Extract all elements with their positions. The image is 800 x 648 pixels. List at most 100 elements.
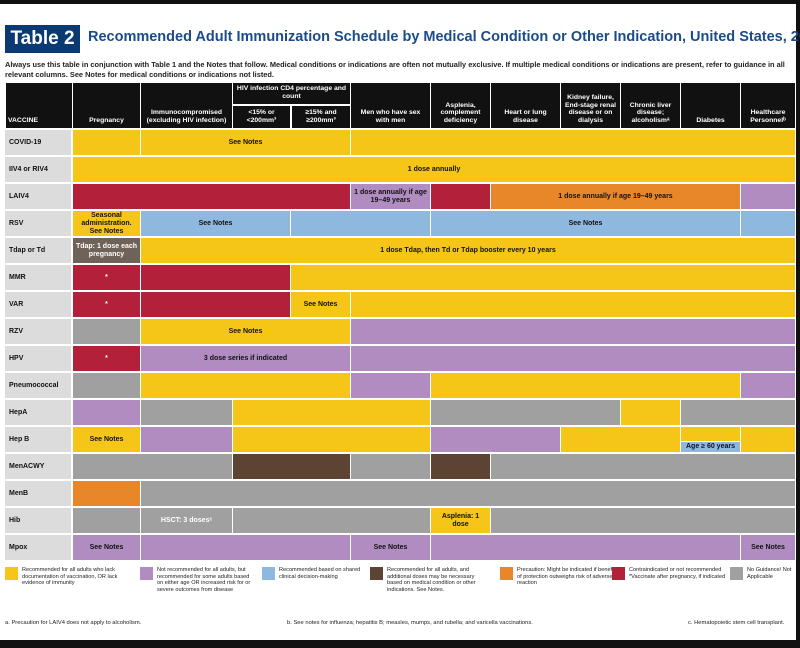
legend-swatch bbox=[5, 567, 18, 580]
column-header: VACCINE bbox=[6, 83, 72, 128]
vaccine-label: RZV bbox=[5, 319, 71, 344]
legend-text: Recommended for all adults who lack docu… bbox=[22, 567, 118, 587]
table-badge: Table 2 bbox=[5, 25, 80, 53]
frame-right bbox=[796, 0, 800, 648]
schedule-cell bbox=[741, 373, 795, 398]
schedule-cell bbox=[141, 427, 232, 452]
legend-text: No Guidance/ Not Applicable bbox=[747, 567, 792, 580]
vaccine-label: LAIV4 bbox=[5, 184, 71, 209]
schedule-cell bbox=[431, 454, 490, 479]
frame-top bbox=[0, 0, 800, 4]
schedule-cell: * bbox=[73, 265, 140, 290]
schedule-cell bbox=[73, 319, 140, 344]
legend-swatch bbox=[500, 567, 513, 580]
schedule-cell bbox=[73, 508, 140, 533]
column-header: <15% or <200mm³ bbox=[233, 106, 290, 128]
schedule-cell: See Notes bbox=[73, 427, 140, 452]
schedule-cell bbox=[621, 400, 680, 425]
schedule-cell: 1 dose Tdap, then Td or Tdap booster eve… bbox=[141, 238, 795, 263]
schedule-cell bbox=[291, 265, 795, 290]
schedule-cell: * bbox=[73, 346, 140, 371]
schedule-cell: See Notes bbox=[141, 130, 350, 155]
vaccine-label: RSV bbox=[5, 211, 71, 236]
vaccine-label: Tdap or Td bbox=[5, 238, 71, 263]
schedule-cell bbox=[681, 400, 795, 425]
schedule-cell: See Notes bbox=[291, 292, 350, 317]
schedule-cell: See Notes bbox=[141, 211, 290, 236]
schedule-cell bbox=[431, 535, 740, 560]
schedule-cell bbox=[561, 427, 680, 452]
legend-swatch bbox=[262, 567, 275, 580]
schedule-cell bbox=[73, 130, 140, 155]
schedule-cell bbox=[141, 373, 350, 398]
schedule-cell bbox=[351, 373, 430, 398]
column-header: Chronic liver disease; alcoholismᵃ bbox=[621, 83, 680, 128]
vaccine-label: HPV bbox=[5, 346, 71, 371]
vaccine-label: MMR bbox=[5, 265, 71, 290]
footnote: a. Precaution for LAIV4 does not apply t… bbox=[5, 620, 142, 626]
schedule-cell bbox=[233, 508, 430, 533]
column-header: Pregnancy bbox=[73, 83, 140, 128]
legend-swatch bbox=[140, 567, 153, 580]
schedule-cell bbox=[431, 184, 490, 209]
footnote: b. See notes for influenza; hepatitis B;… bbox=[287, 620, 533, 626]
legend-text: Precaution: Might be indicated if benefi… bbox=[517, 567, 615, 587]
vaccine-label: Pneumococcal bbox=[5, 373, 71, 398]
schedule-cell: See Notes bbox=[431, 211, 740, 236]
schedule-cell bbox=[73, 184, 350, 209]
vaccine-label: Hep B bbox=[5, 427, 71, 452]
column-header: Asplenia, complement deficiency bbox=[431, 83, 490, 128]
schedule-cell bbox=[233, 427, 430, 452]
schedule-cell bbox=[233, 400, 430, 425]
schedule-cell bbox=[491, 508, 795, 533]
schedule-cell bbox=[233, 454, 350, 479]
column-header: ≥15% and ≥200mm³ bbox=[291, 106, 350, 128]
schedule-cell bbox=[73, 454, 232, 479]
vaccine-label: MenB bbox=[5, 481, 71, 506]
schedule-cell bbox=[141, 400, 232, 425]
schedule-subcell: Age ≥ 60 years bbox=[681, 440, 740, 452]
legend-swatch bbox=[612, 567, 625, 580]
schedule-cell: * bbox=[73, 292, 140, 317]
schedule-cell bbox=[73, 400, 140, 425]
schedule-cell: Seasonal administration. See Notes bbox=[73, 211, 140, 236]
schedule-cell bbox=[431, 427, 560, 452]
schedule-cell bbox=[141, 535, 350, 560]
schedule-cell bbox=[141, 292, 290, 317]
vaccine-label: COVID-19 bbox=[5, 130, 71, 155]
schedule-cell: Tdap: 1 dose each pregnancy bbox=[73, 238, 140, 263]
schedule-cell bbox=[351, 130, 795, 155]
schedule-cell bbox=[431, 373, 740, 398]
legend-swatch bbox=[370, 567, 383, 580]
column-header: Diabetes bbox=[681, 83, 740, 128]
column-header: Healthcare Personnelᵇ bbox=[741, 83, 795, 128]
schedule-cell bbox=[351, 292, 795, 317]
column-group-header: HIV infection CD4 percentage and count bbox=[233, 83, 350, 105]
title: Recommended Adult Immunization Schedule … bbox=[88, 29, 800, 45]
schedule-cell bbox=[431, 400, 620, 425]
schedule-cell bbox=[741, 211, 795, 236]
schedule-cell bbox=[291, 211, 430, 236]
schedule-cell: 1 dose annually if age 19–49 years bbox=[351, 184, 430, 209]
schedule-cell bbox=[73, 373, 140, 398]
schedule-cell: See Notes bbox=[351, 535, 430, 560]
schedule-cell bbox=[741, 427, 795, 452]
legend-swatch bbox=[730, 567, 743, 580]
schedule-cell bbox=[351, 319, 795, 344]
column-header: Immunocompromised (excluding HIV infecti… bbox=[141, 83, 232, 128]
schedule-cell: 1 dose annually bbox=[73, 157, 795, 182]
schedule-cell bbox=[141, 265, 290, 290]
schedule-cell: 3 dose series if indicated bbox=[141, 346, 350, 371]
column-header: Heart or lung disease bbox=[491, 83, 560, 128]
footnote: c. Hematopoietic stem cell transplant. bbox=[688, 620, 785, 626]
vaccine-label: HepA bbox=[5, 400, 71, 425]
vaccine-label: VAR bbox=[5, 292, 71, 317]
column-header: Men who have sex with men bbox=[351, 83, 430, 128]
column-header: Kidney failure, End-stage renal disease … bbox=[561, 83, 620, 128]
schedule-cell: Asplenia: 1 dose bbox=[431, 508, 490, 533]
legend-text: Not recommended for all adults, but reco… bbox=[157, 567, 251, 593]
schedule-cell bbox=[73, 481, 140, 506]
vaccine-label: IIV4 or RIV4 bbox=[5, 157, 71, 182]
schedule-cell: See Notes bbox=[141, 319, 350, 344]
